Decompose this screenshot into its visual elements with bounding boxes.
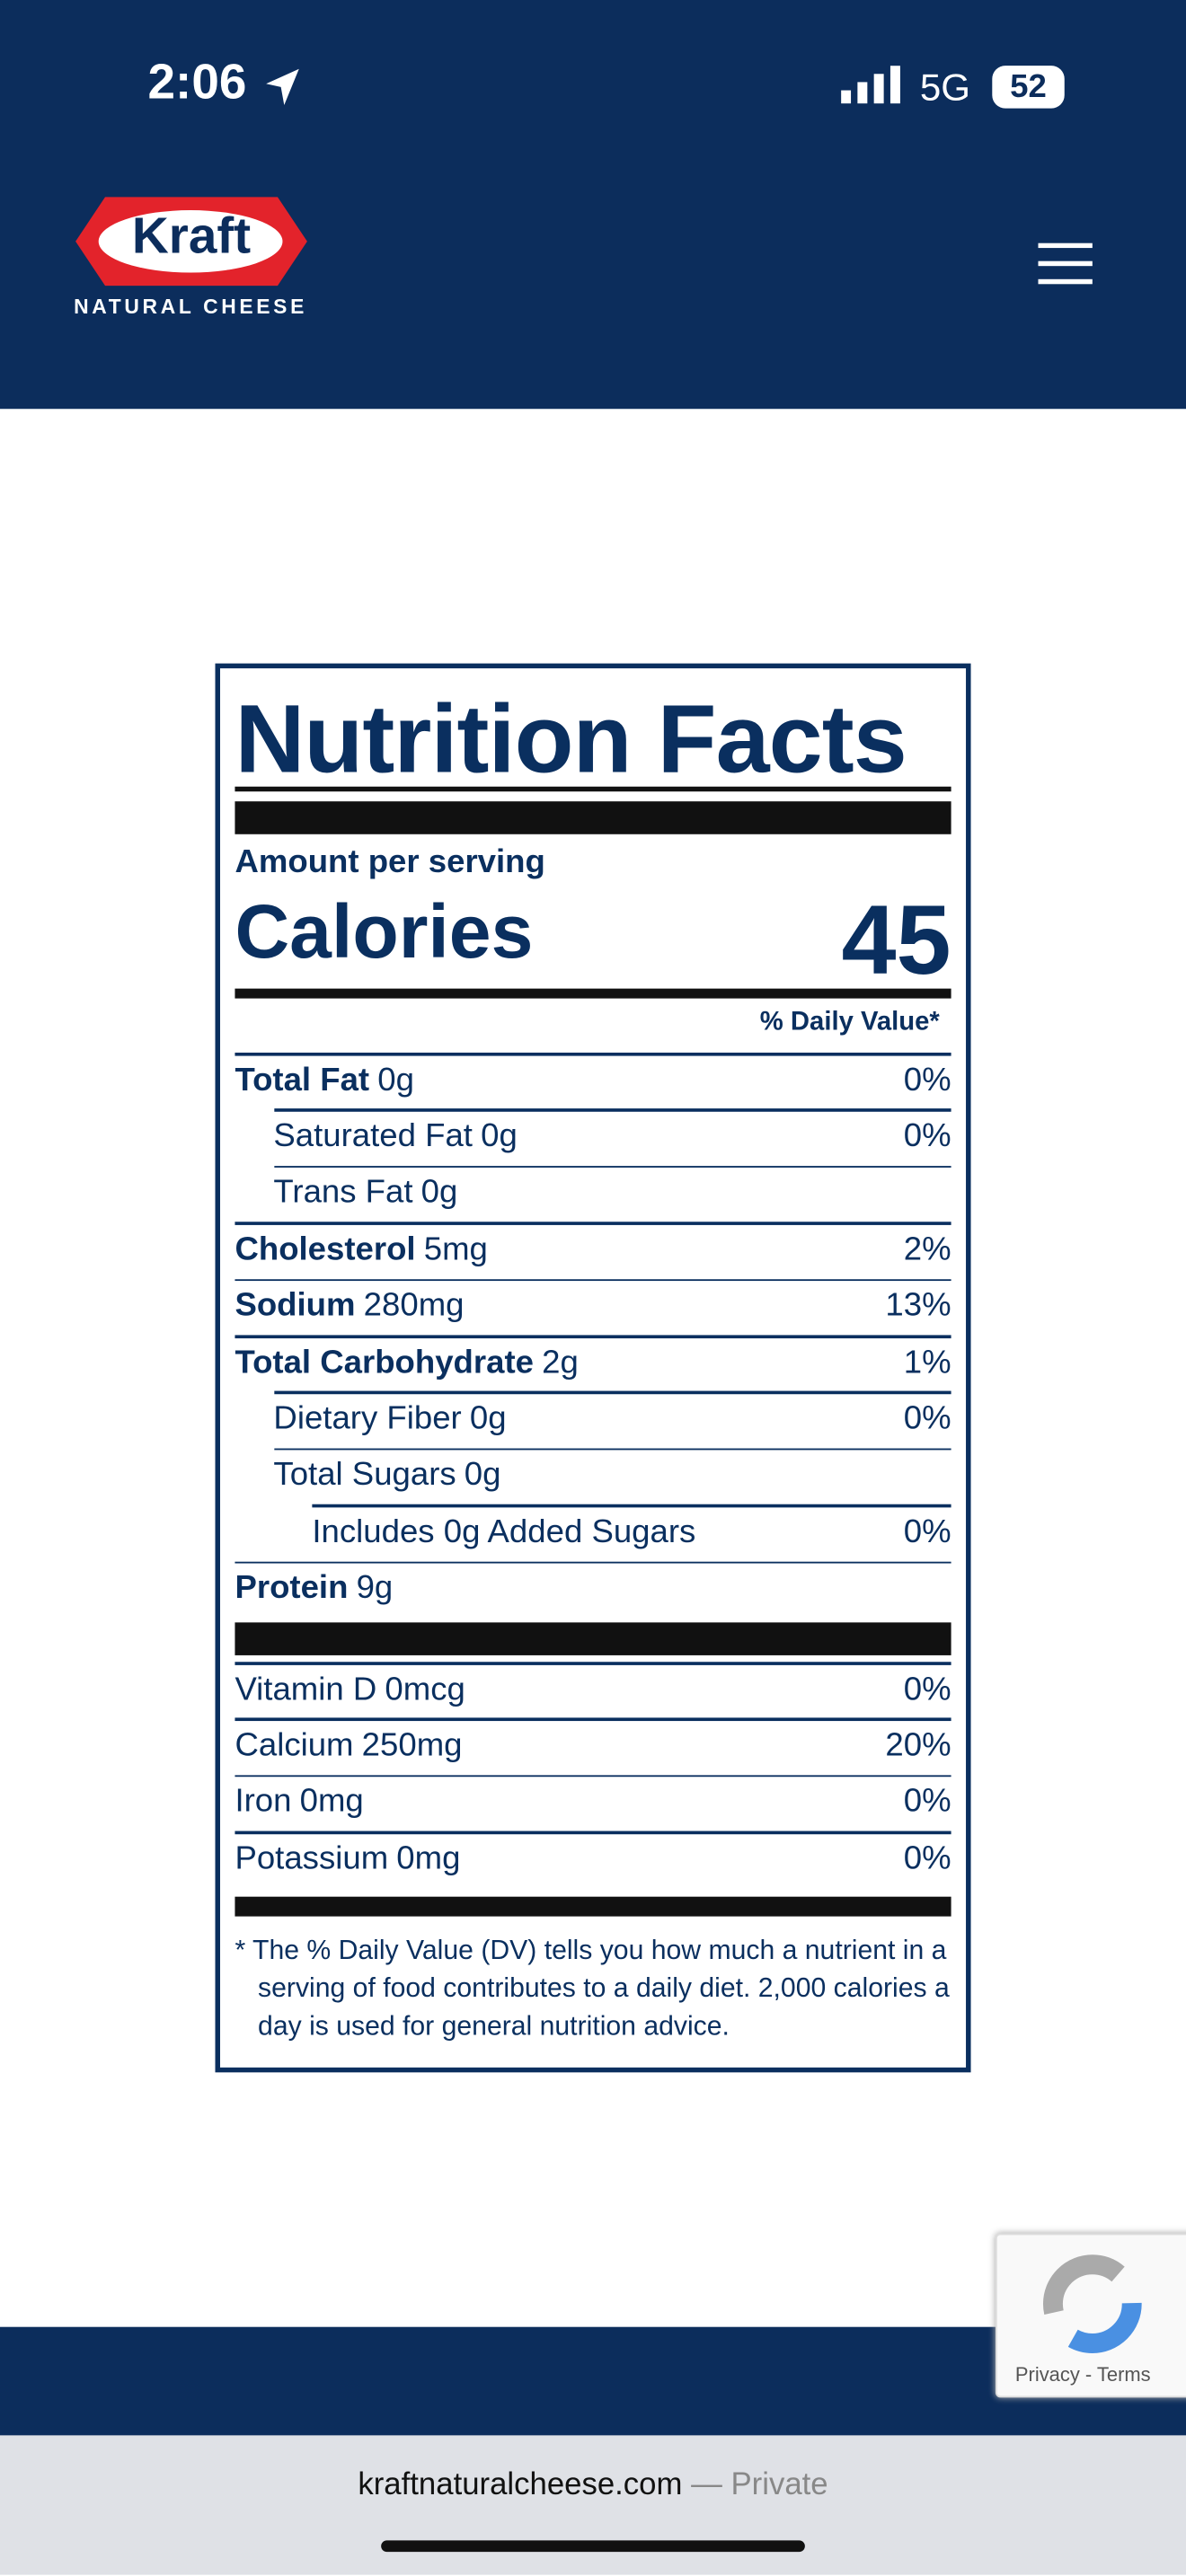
thick-bar [235, 1895, 951, 1916]
daily-value: 0% [903, 1513, 951, 1550]
time: 2:06 [147, 56, 247, 110]
daily-value: 20% [885, 1727, 951, 1764]
nutrient-amount: 0mg [396, 1840, 461, 1877]
nutrient-amount: 0g [464, 1457, 501, 1494]
private-mode: — Private [691, 2467, 828, 2503]
nutrient-name: Trans Fat [273, 1175, 413, 1212]
nutrient-amount: 9g [356, 1570, 394, 1607]
calories-value: 45 [841, 885, 951, 995]
daily-value: 0% [903, 1062, 951, 1098]
recaptcha-links[interactable]: Privacy - Terms [1014, 2362, 1151, 2386]
row-rule [235, 1718, 951, 1721]
signal-icon [841, 66, 900, 104]
nutrient-row: Potassium 0mg 0% [235, 1831, 951, 1888]
row-rule [235, 1278, 951, 1282]
nutrient-amount: 250mg [361, 1727, 463, 1764]
nutrient-name: Total Carbohydrate [235, 1344, 534, 1381]
nutrient-name: Total Fat [235, 1062, 370, 1098]
divider [235, 988, 951, 999]
row-rule [312, 1504, 951, 1507]
nutrient-name: Cholesterol [235, 1231, 416, 1268]
nutrient-row: Protein 9g [235, 1560, 951, 1618]
nutrient-amount: 0mcg [385, 1671, 465, 1707]
url: kraftnaturalcheese.com [358, 2467, 683, 2503]
recaptcha[interactable]: Privacy - Terms [995, 2233, 1186, 2398]
nutrient-row: Saturated Fat 0g 0% [235, 1108, 951, 1166]
nutrient-row: Vitamin D 0mcg 0% [235, 1662, 951, 1718]
tagline: NATURAL CHEESE [74, 296, 308, 319]
footer-bar [0, 2326, 1186, 2442]
row-rule [235, 1222, 951, 1225]
nutrient-name: Saturated Fat [273, 1118, 473, 1155]
nutrient-amount: 2g [542, 1344, 579, 1381]
nutrition-label [215, 663, 971, 2073]
dv-header: % Daily Value* [759, 1008, 940, 1037]
network: 5G [919, 66, 970, 109]
row-rule [235, 1560, 951, 1564]
nutrient-amount: 0g [420, 1175, 458, 1212]
daily-value: 1% [903, 1344, 951, 1381]
label-title: Nutrition Facts [235, 684, 907, 794]
nutrient-name: Dietary Fiber [273, 1400, 462, 1437]
nutrient-row: Calcium 250mg 20% [235, 1718, 951, 1775]
menu-button[interactable] [1038, 243, 1093, 287]
row-rule [235, 1662, 951, 1664]
nutrient-name: Total Sugars [273, 1457, 456, 1494]
recaptcha-icon [1042, 2254, 1142, 2353]
brand: Kraft [131, 207, 252, 265]
kraft-logo [75, 197, 307, 287]
row-rule [273, 1165, 951, 1169]
nutrient-name: Calcium [235, 1727, 354, 1764]
browser-bar [0, 2435, 1186, 2575]
nutrient-name: Includes 0g Added Sugars [312, 1513, 696, 1550]
thick-bar [235, 801, 951, 834]
nutrient-row: Sodium 280mg 13% [235, 1278, 951, 1336]
nutrient-row: Trans Fat 0g [235, 1165, 951, 1222]
battery: 52 [992, 66, 1065, 109]
nutrient-amount: 0mg [299, 1784, 364, 1821]
daily-value: 0% [903, 1671, 951, 1707]
nutrient-amount: 280mg [363, 1287, 465, 1325]
row-rule [273, 1391, 951, 1395]
nutrient-row: Includes 0g Added Sugars 0% [235, 1504, 951, 1561]
nutrient-name: Protein [235, 1570, 349, 1607]
nutrient-row: Total Sugars 0g [235, 1448, 951, 1504]
nutrient-row: Total Carbohydrate 2g 1% [235, 1335, 951, 1391]
amount-label: Amount per serving [235, 843, 545, 880]
divider [235, 786, 951, 792]
row-rule [235, 1831, 951, 1834]
daily-value: 2% [903, 1231, 951, 1268]
browser-address[interactable]: kraftnaturalcheese.com — Private [0, 2468, 1186, 2504]
nutrient-name: Iron [235, 1784, 292, 1821]
home-indicator [381, 2540, 805, 2553]
nutrient-name: Potassium [235, 1840, 389, 1877]
thick-bar [235, 1622, 951, 1655]
location-icon [266, 68, 299, 106]
nutrient-row: Total Fat 0g 0% [235, 1052, 951, 1109]
nutrient-amount: 0g [469, 1400, 507, 1437]
nutrient-amount: 0g [481, 1118, 518, 1155]
nutrient-row: Dietary Fiber 0g 0% [235, 1391, 951, 1448]
row-rule [235, 1052, 951, 1055]
row-rule [235, 1775, 951, 1778]
nutrient-row: Cholesterol 5mg 2% [235, 1222, 951, 1279]
daily-value: 0% [903, 1118, 951, 1155]
calories-label: Calories [235, 888, 534, 975]
nutrient-name: Sodium [235, 1287, 356, 1325]
row-rule [273, 1448, 951, 1451]
daily-value: 0% [903, 1784, 951, 1821]
nutrient-amount: 0g [377, 1062, 414, 1098]
row-rule [273, 1108, 951, 1112]
daily-value: 0% [903, 1400, 951, 1437]
daily-value: 13% [885, 1287, 951, 1325]
nutrient-amount: 5mg [423, 1231, 488, 1268]
nutrient-name: Vitamin D [235, 1671, 377, 1707]
daily-value: 0% [903, 1840, 951, 1877]
nutrient-row: Iron 0mg 0% [235, 1775, 951, 1831]
row-rule [235, 1335, 951, 1338]
footnote: * The % Daily Value (DV) tells you how m… [235, 1936, 950, 2042]
